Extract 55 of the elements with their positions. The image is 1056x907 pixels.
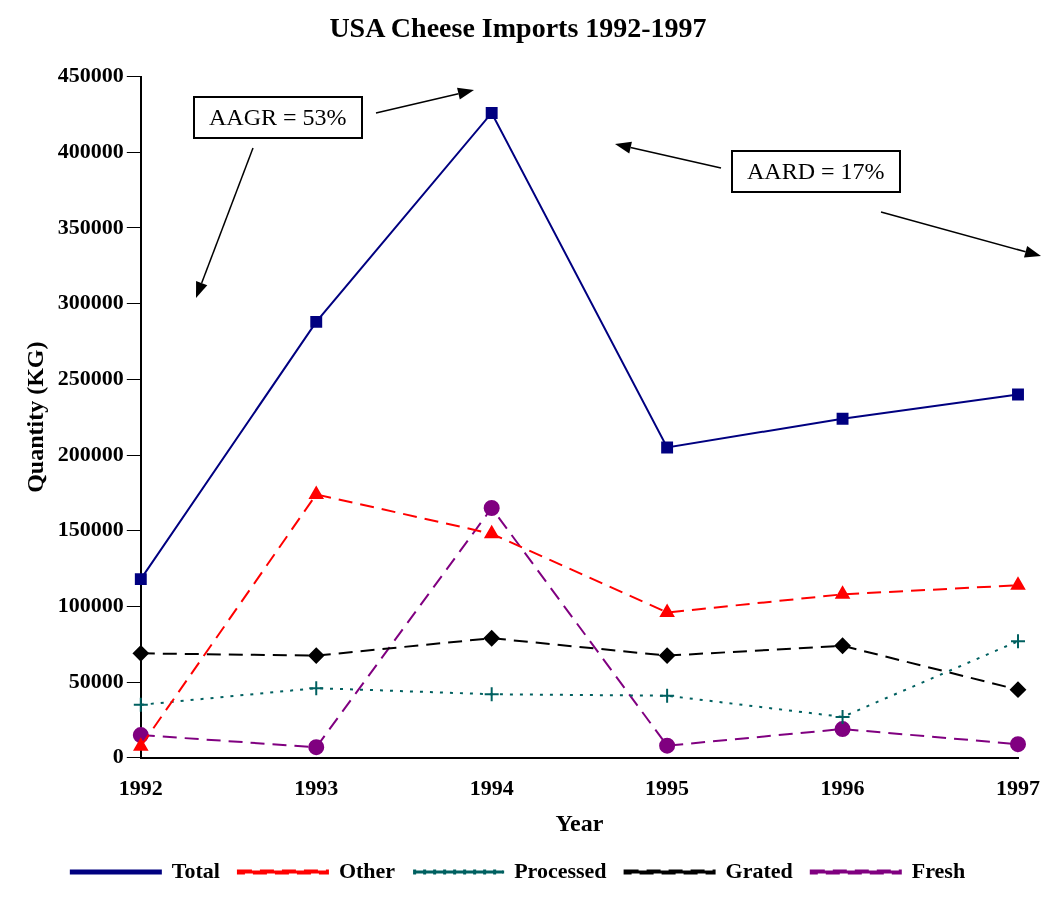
x-tick-label: 1994 xyxy=(469,774,514,800)
point xyxy=(660,604,675,617)
point xyxy=(1010,681,1026,698)
point xyxy=(310,315,323,328)
y-axis-title: Quantity (KG) xyxy=(21,341,48,493)
point xyxy=(836,412,849,425)
point xyxy=(485,106,498,119)
point xyxy=(1010,633,1026,650)
point xyxy=(483,630,500,647)
chart-title: USA Cheese Imports 1992-1997 xyxy=(329,12,707,44)
point xyxy=(132,645,149,662)
y-tick-label: 350000 xyxy=(57,213,124,239)
legend-label: Grated xyxy=(725,857,793,883)
point xyxy=(308,647,325,664)
x-axis-title: Year xyxy=(555,809,604,836)
y-tick-label: 50000 xyxy=(68,667,124,693)
x-tick-label: 1992 xyxy=(118,774,163,800)
y-tick-label: 400000 xyxy=(57,137,124,163)
point xyxy=(1012,388,1024,401)
point xyxy=(659,737,676,754)
point xyxy=(659,647,676,664)
y-tick-label: 250000 xyxy=(57,365,124,391)
point xyxy=(834,708,851,725)
x-tick-label: 1997 xyxy=(996,774,1040,800)
point xyxy=(483,686,500,703)
point xyxy=(659,687,676,704)
y-tick-label: 150000 xyxy=(57,516,124,542)
point xyxy=(133,738,148,751)
point xyxy=(1010,577,1026,590)
x-tick-label: 1993 xyxy=(294,774,339,800)
point xyxy=(132,696,149,713)
point xyxy=(834,721,851,738)
y-tick-label: 450000 xyxy=(57,62,124,88)
y-tick-label: 100000 xyxy=(57,592,124,618)
legend-label: Total xyxy=(171,857,220,883)
point xyxy=(834,637,851,654)
legend-label: Fresh xyxy=(911,857,966,883)
y-tick-label: 200000 xyxy=(57,440,124,466)
point xyxy=(835,586,850,599)
point xyxy=(134,573,147,586)
x-tick-label: 1995 xyxy=(645,774,690,800)
annotation: AAGR = 53% xyxy=(193,96,363,139)
point xyxy=(484,525,499,539)
point xyxy=(661,441,674,454)
point xyxy=(308,739,325,756)
annotation: AARD = 17% xyxy=(731,150,901,193)
point xyxy=(1010,736,1026,753)
legend-label: Processed xyxy=(514,857,607,883)
point xyxy=(309,486,324,499)
y-tick-label: 300000 xyxy=(57,289,124,315)
y-tick-label: 0 xyxy=(112,743,124,769)
point xyxy=(308,680,325,697)
point xyxy=(483,500,500,517)
legend-label: Other xyxy=(338,857,396,883)
x-tick-label: 1996 xyxy=(820,774,865,800)
